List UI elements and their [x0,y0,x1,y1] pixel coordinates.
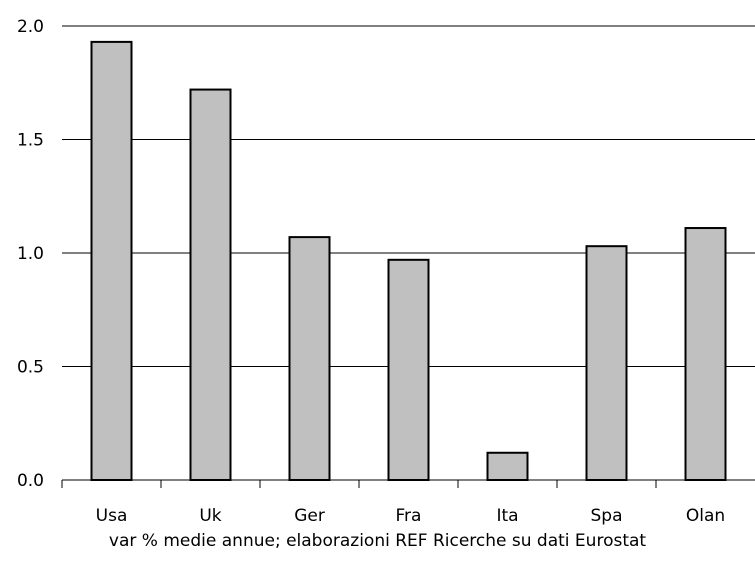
y-tick-label: 2.0 [17,17,44,37]
x-tick-labels: Usa Uk Ger Fra Ita Spa Olan [96,506,726,526]
bar-uk [189,88,232,481]
y-tick-label: 0.0 [17,471,44,491]
x-tick-label: Spa [591,506,623,526]
bar-spa [585,245,628,481]
x-tick-label: Olan [686,506,725,526]
y-tick-label: 1.5 [17,131,44,151]
y-tick-label: 0.5 [17,358,44,378]
bar-olan [684,227,727,481]
x-tick-label: Fra [396,506,422,526]
y-tick-label: 1.0 [17,244,44,264]
chart-caption: var % medie annue; elaborazioni REF Rice… [108,531,647,551]
axes [61,479,755,488]
bar-usa [90,40,133,481]
bars [90,40,727,482]
x-tick-label: Usa [96,506,128,526]
bar-ita [486,451,529,482]
bar-ger [288,236,331,481]
bar-fra [387,258,430,481]
x-tick-label: Ita [496,506,518,526]
x-tick-label: Ger [294,506,325,526]
y-tick-labels: 0.0 0.5 1.0 1.5 2.0 [17,17,44,491]
x-tick-label: Uk [199,506,221,526]
